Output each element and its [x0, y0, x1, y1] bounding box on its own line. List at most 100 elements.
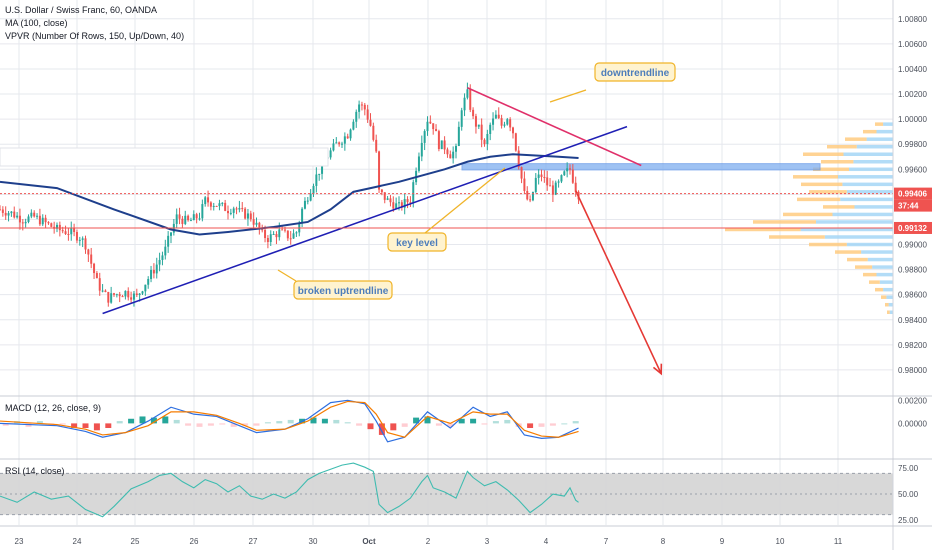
candle-body: [118, 294, 121, 297]
time-tick-label: Oct: [362, 537, 376, 546]
candle-body: [292, 233, 295, 239]
vp-bar-down: [847, 257, 868, 262]
candle-body: [569, 168, 571, 170]
rsi-tick-label: 50.00: [898, 490, 919, 499]
candle-body: [446, 149, 449, 155]
candle-body: [457, 126, 460, 146]
candle-body: [440, 140, 443, 150]
projection-arrow-head: [652, 363, 663, 376]
candle-body: [335, 142, 338, 144]
candle-body: [150, 269, 153, 279]
volume-profile: [725, 122, 893, 314]
macd-histogram-bar: [447, 423, 454, 427]
candle-body: [144, 284, 147, 292]
annotations[interactable]: downtrendline key level broken uptrendline: [0, 62, 676, 300]
candle-body: [289, 238, 292, 240]
vp-bar-up: [876, 129, 893, 134]
macd-histogram-bar: [59, 423, 66, 425]
price-marker-box: [894, 221, 932, 234]
candle-body: [121, 296, 124, 298]
price-tick-label: 0.99000: [898, 241, 927, 250]
callout-pointer: [424, 167, 506, 234]
candle-body: [7, 213, 10, 216]
candle-body: [266, 238, 269, 243]
price-marker-label: 37:44: [898, 202, 919, 211]
candle-body: [543, 177, 546, 179]
candle-body: [152, 269, 155, 274]
vp-bar-down: [803, 152, 844, 156]
candle-body: [309, 193, 312, 201]
candle-body: [281, 229, 284, 231]
blank-overlay-box: [0, 147, 329, 167]
candle-body: [295, 232, 298, 234]
vp-bar-up: [824, 235, 893, 239]
time-tick-label: 4: [544, 537, 549, 546]
candle-body: [329, 150, 332, 158]
candle-body: [1, 209, 4, 213]
candle-body: [523, 178, 526, 191]
candle-body: [509, 119, 512, 128]
candle-body: [132, 293, 135, 300]
candle-body: [275, 234, 278, 238]
candle-body: [235, 208, 238, 210]
candle-body: [24, 221, 27, 224]
candle-body: [209, 202, 212, 207]
vp-bar-down: [753, 220, 816, 224]
uptrend-line: [102, 125, 628, 315]
callout-label: key level: [396, 238, 438, 249]
key-level-zone[interactable]: [461, 163, 821, 171]
candle-body: [249, 213, 252, 220]
vp-bar-up: [832, 212, 893, 217]
vp-bar-up: [872, 265, 893, 269]
macd-histogram-bar: [390, 423, 397, 431]
time-tick-label: 7: [604, 537, 609, 546]
vp-bar-down: [875, 287, 884, 292]
macd-histogram-bar: [549, 423, 556, 426]
candle-body: [332, 143, 335, 151]
candle-body: [383, 192, 386, 200]
candle-body: [229, 212, 232, 214]
candle-body: [574, 182, 577, 192]
vp-bar-down: [885, 302, 889, 307]
candle-body: [301, 208, 304, 223]
candle-body: [534, 177, 537, 193]
callout-label: downtrendline: [601, 68, 670, 79]
candle-body: [343, 136, 346, 144]
candle-body: [127, 290, 130, 298]
vp-bar-down: [881, 295, 887, 299]
candle-body: [352, 121, 355, 130]
candle-body: [90, 254, 93, 264]
candle-body: [36, 215, 39, 217]
vp-bar-down: [845, 137, 867, 141]
candle-body: [363, 104, 366, 110]
candle-body: [218, 203, 221, 207]
price-tick-label: 0.98200: [898, 341, 927, 350]
candle-body: [437, 131, 440, 150]
candle-body: [423, 131, 426, 143]
candle-body: [201, 204, 204, 219]
candle-body: [372, 125, 375, 140]
candle-body: [189, 220, 192, 222]
candle-body: [21, 222, 24, 224]
macd-histogram-bar: [435, 423, 442, 426]
vp-bar-up: [883, 287, 893, 292]
macd-histogram-bar: [242, 423, 249, 426]
candle-body: [18, 215, 21, 223]
candle-body: [554, 182, 557, 195]
macd-histogram-bar: [207, 423, 214, 426]
candle-body: [81, 238, 84, 240]
vp-bar-down: [821, 160, 854, 164]
macd-histogram-bar: [413, 417, 420, 424]
candle-body: [158, 259, 161, 265]
macd-histogram-bar: [82, 423, 89, 428]
macd-histogram-bar: [378, 423, 385, 435]
candle-body: [551, 185, 554, 195]
candle-body: [529, 199, 532, 201]
candle-body: [0, 209, 1, 211]
candle-body: [472, 109, 475, 117]
trendlines[interactable]: [102, 87, 663, 376]
macd-histogram-bar: [196, 423, 203, 427]
candle-body: [412, 182, 415, 203]
